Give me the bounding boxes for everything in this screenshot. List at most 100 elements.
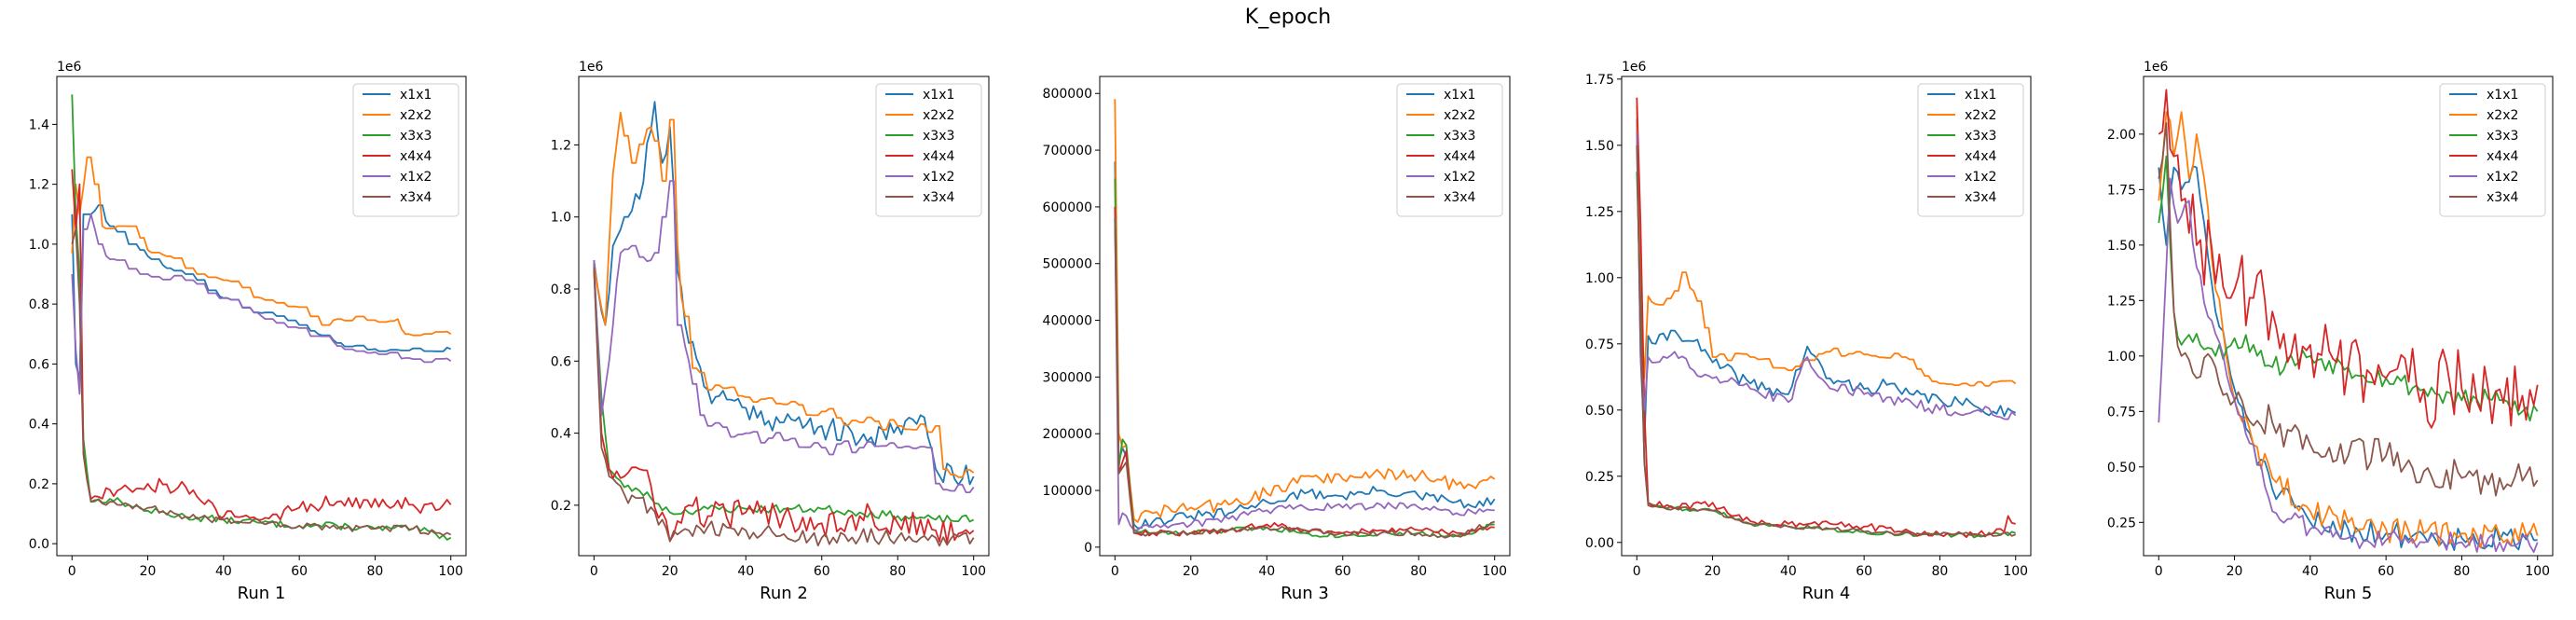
x-tick-label: 40 xyxy=(737,564,754,579)
legend-label: x1x1 xyxy=(923,88,954,103)
x-tick-label: 40 xyxy=(1258,564,1275,579)
y-tick-label: 0 xyxy=(1084,541,1092,556)
legend-label: x1x2 xyxy=(1444,170,1475,185)
y-tick-label: 1.50 xyxy=(2107,239,2136,254)
x-tick-label: 20 xyxy=(1183,564,1199,579)
y-tick-label: 0.4 xyxy=(551,427,571,442)
legend-box xyxy=(352,83,459,217)
x-tick-label: 80 xyxy=(889,564,906,579)
x-tick-label: 60 xyxy=(814,564,830,579)
y-tick-label: 0.25 xyxy=(1585,470,1614,485)
legend-label: x1x1 xyxy=(400,88,432,103)
y-tick-label: 100000 xyxy=(1043,484,1092,499)
legend-box xyxy=(1396,83,1503,217)
series-line-x3x3 xyxy=(1636,172,2017,539)
x-tick-label: 100 xyxy=(961,564,986,579)
legend-label: x1x2 xyxy=(923,170,954,185)
chart-panel-1: 0 20 40 60 80 100 0.0 0.2 0.4 0.6 0.8 1.0 1.2 1.4 1e6 R… xyxy=(29,60,467,603)
legend-label: x1x2 xyxy=(400,170,432,185)
y-tick-label: 0.75 xyxy=(1585,338,1614,352)
series-line-x3x4 xyxy=(1114,218,1496,539)
x-axis-label: Run 4 xyxy=(1802,584,1851,603)
y-tick-label: 200000 xyxy=(1043,427,1092,442)
x-tick-label: 0 xyxy=(1633,564,1641,579)
x-tick-label: 100 xyxy=(1482,564,1507,579)
legend: x1x1 x2x2 x3x3 x4x4 x1x2 x3x4 xyxy=(352,83,459,217)
series-line-x4x4 xyxy=(1114,206,1495,537)
legend: x1x1 x2x2 x3x3 x4x4 x1x2 x3x4 xyxy=(2439,83,2546,217)
series-line-x2x2 xyxy=(593,111,975,478)
legend-label: x2x2 xyxy=(2487,108,2518,123)
x-axis-label: Run 2 xyxy=(760,584,808,603)
x-tick-label: 40 xyxy=(1780,564,1797,579)
x-tick-label: 60 xyxy=(1856,564,1872,579)
y-tick-label: 0.6 xyxy=(551,354,571,369)
legend-label: x4x4 xyxy=(1965,149,1996,164)
y-tick-label: 0.50 xyxy=(2107,461,2136,475)
x-tick-label: 60 xyxy=(1335,564,1351,579)
x-tick-label: 100 xyxy=(438,564,463,579)
x-tick-label: 80 xyxy=(1410,564,1427,579)
series-line-x3x4 xyxy=(1636,145,2017,538)
series-line-x1x1 xyxy=(593,101,975,486)
x-tick-label: 80 xyxy=(2454,564,2471,579)
figure-title: K_epoch xyxy=(1244,6,1332,29)
y-tick-label: 1.2 xyxy=(551,138,571,153)
legend-label: x1x1 xyxy=(1444,88,1475,103)
chart-panel-4: 0 20 40 60 80 100 0.00 0.25 0.50 0.75 1.00 1.25 1.50… xyxy=(1585,60,2032,603)
chart-panel-2: 0 20 40 60 80 100 0.2 0.4 0.6 0.8 1.0 1.2 1e6 Run 2 x1… xyxy=(551,60,990,603)
legend-box xyxy=(875,83,982,217)
y-tick-label: 0.75 xyxy=(2107,405,2136,420)
legend: x1x1 x2x2 x3x3 x4x4 x1x2 x3x4 xyxy=(875,83,982,217)
y-tick-label: 1.0 xyxy=(29,238,49,253)
legend: x1x1 x2x2 x3x3 x4x4 x1x2 x3x4 xyxy=(1917,83,2024,217)
legend-label: x2x2 xyxy=(923,108,954,123)
x-tick-label: 80 xyxy=(367,564,384,579)
legend-label: x4x4 xyxy=(2487,149,2518,164)
y-tick-label: 400000 xyxy=(1043,314,1092,329)
y-tick-label: 0.6 xyxy=(29,357,49,372)
x-tick-label: 0 xyxy=(2155,564,2163,579)
y-tick-label: 1.50 xyxy=(1585,139,1614,154)
legend-label: x1x1 xyxy=(1965,88,1996,103)
axes-frame xyxy=(1621,76,2032,557)
series-line-x1x2 xyxy=(71,213,452,395)
legend-label: x2x2 xyxy=(1444,108,1475,123)
x-tick-label: 20 xyxy=(2227,564,2243,579)
series-line-x4x4 xyxy=(2158,89,2539,429)
x-tick-label: 80 xyxy=(1932,564,1949,579)
y-tick-label: 1.25 xyxy=(2107,294,2136,309)
legend: x1x1 x2x2 x3x3 x4x4 x1x2 x3x4 xyxy=(1396,83,1503,217)
x-tick-label: 20 xyxy=(140,564,157,579)
y-tick-label: 600000 xyxy=(1043,200,1092,215)
x-tick-label: 100 xyxy=(2525,564,2550,579)
y-tick-label: 1.75 xyxy=(1585,73,1614,88)
x-tick-label: 20 xyxy=(662,564,678,579)
series-line-x1x2 xyxy=(1114,218,1495,531)
y-tick-label: 1.2 xyxy=(29,178,49,193)
y-tick-label: 0.00 xyxy=(1585,536,1614,551)
legend-label: x1x2 xyxy=(1965,170,1996,185)
series-line-x4x4 xyxy=(71,169,452,521)
legend-label: x3x4 xyxy=(400,190,432,205)
axis-scale-label: 1e6 xyxy=(57,60,82,75)
series-line-x3x4 xyxy=(593,267,975,547)
legend-label: x4x4 xyxy=(400,149,432,164)
series-line-x3x3 xyxy=(593,270,975,525)
x-tick-label: 0 xyxy=(68,564,76,579)
y-tick-label: 1.0 xyxy=(551,211,571,226)
series-line-x4x4 xyxy=(593,263,975,544)
axis-scale-label: 1e6 xyxy=(2144,60,2169,75)
legend-label: x4x4 xyxy=(1444,149,1475,164)
legend-label: x4x4 xyxy=(923,149,954,164)
legend-label: x3x3 xyxy=(1965,129,1996,144)
y-tick-label: 1.25 xyxy=(1585,205,1614,220)
series-line-x1x1 xyxy=(71,204,452,380)
x-axis-label: Run 5 xyxy=(2324,584,2373,603)
legend-label: x3x3 xyxy=(2487,129,2518,144)
y-tick-label: 300000 xyxy=(1043,370,1092,385)
x-tick-label: 100 xyxy=(2003,564,2028,579)
axes-frame xyxy=(578,76,990,557)
legend-label: x3x3 xyxy=(923,129,954,144)
x-tick-label: 0 xyxy=(590,564,598,579)
